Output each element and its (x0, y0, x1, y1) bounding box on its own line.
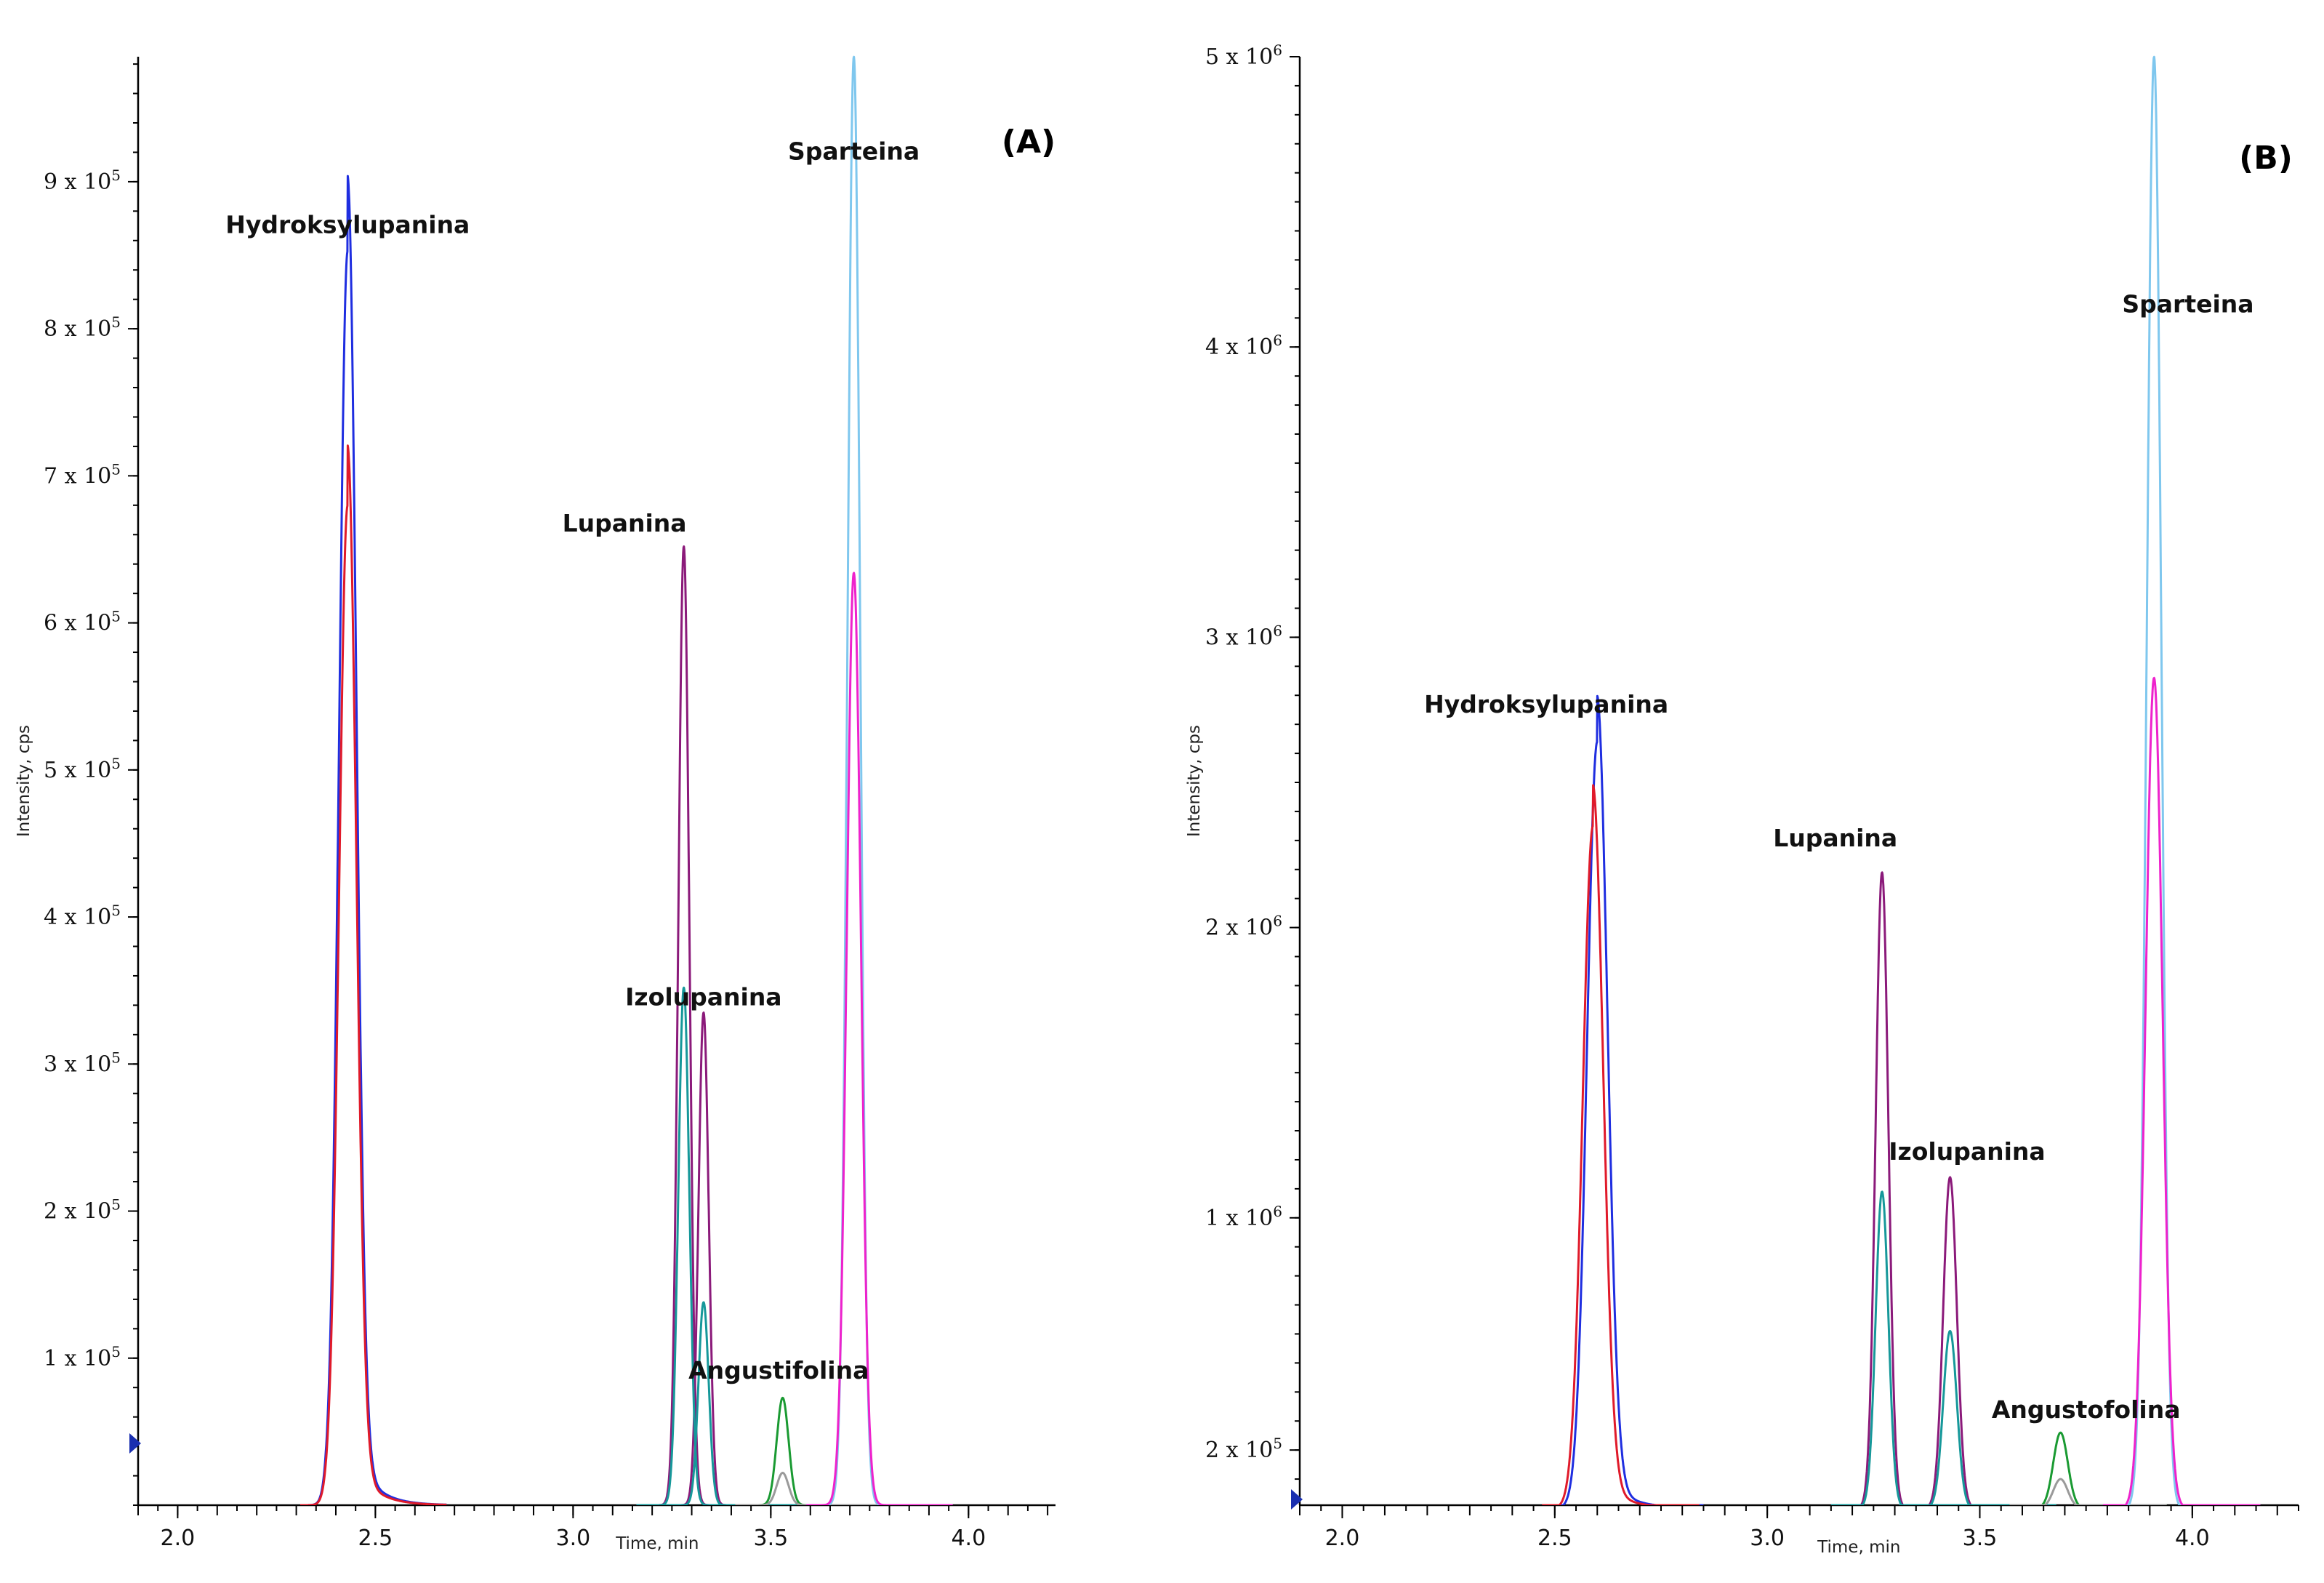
panel-a-x-tick-label: 4.0 (951, 1526, 986, 1551)
panel-b-label-hydroksylupanina: Hydroksylupanina (1424, 690, 1668, 718)
panel-a-trace-hydroksylupanina-blue (299, 175, 448, 1505)
panel-b-label-sparteina: Sparteina (2122, 289, 2253, 318)
panel-b-traces (1541, 55, 2261, 1505)
panel-a-y-tick-label: 5 x 105 (44, 755, 121, 783)
panel-a-trace-angustifolina-green (734, 1396, 882, 1505)
panel-b-y-tick-label: 2 x 106 (1205, 913, 1282, 941)
panel-b-x-tick-label: 4.0 (2175, 1526, 2210, 1551)
panel-a-chart: 2.0 2.5 3.0 3.5 4.0 1 x 105 2 x 105 3 x 105 4 x … (15, 55, 1056, 1553)
panel-a-trace-sparteina-light-blue (805, 55, 954, 1505)
panel-a-label-angustifolina: Angustifolina (688, 1356, 869, 1384)
panel-b-trace-angustofolina-green (2009, 1431, 2168, 1505)
panel-a-y-tick-label: 7 x 105 (44, 460, 121, 489)
panel-b-y-axis-title: Intensity, cps (1185, 725, 1204, 837)
panel-b-chart: 2.0 2.5 3.0 3.5 4.0 2 x 105 1 x 106 2 x 106 3 x … (1185, 41, 2299, 1557)
panel-a-trace-hydroksylupanina-red (299, 444, 448, 1505)
panel-a-y-tick-label: 2 x 105 (44, 1196, 121, 1225)
panel-b-baseline-marker (1291, 1489, 1303, 1510)
panel-a-y-axis-title: Intensity, cps (15, 725, 33, 837)
panel-a-trace-angustifolina-gray (734, 1472, 882, 1505)
panel-b-trace-sparteina-light-blue (2102, 55, 2261, 1505)
panel-a-traces (299, 55, 954, 1505)
panel-a-y-tick-label: 6 x 105 (44, 608, 121, 636)
panel-a-y-tick-label: 4 x 105 (44, 902, 121, 930)
panel-b-x-tick-label: 3.0 (1750, 1526, 1785, 1551)
panel-a-trace-sparteina-magenta (805, 572, 954, 1505)
panel-b-trace-lupanina (1830, 871, 1990, 1505)
panel-a-y-tick-label: 9 x 105 (44, 167, 121, 195)
panel-b-y-tick-label: 3 x 106 (1205, 622, 1282, 650)
panel-b-trace-hydroksylupanina-blue (1545, 694, 1705, 1505)
panel-b-y-tick-label: 4 x 106 (1205, 332, 1282, 360)
panel-a-label-lupanina: Lupanina (563, 509, 687, 537)
panel-b-trace-hydroksylupanina-red (1541, 784, 1700, 1505)
panel-b-x-tick-label: 2.5 (1537, 1526, 1572, 1551)
panel-a-x-axis-title: Time, min (615, 1534, 699, 1553)
panel-a-label-hydroksylupanina: Hydroksylupanina (225, 211, 470, 239)
panel-b-x-tick-label: 2.0 (1325, 1526, 1360, 1551)
panel-b-trace-sparteina-magenta (2102, 676, 2261, 1505)
panel-a-y-tick-label: 3 x 105 (44, 1049, 121, 1077)
panel-b-trace-lupanina-teal (1830, 1190, 1990, 1505)
panel-b-label-angustofolina: Angustofolina (1992, 1395, 2181, 1424)
panel-a-y-tick-label: 8 x 105 (44, 313, 121, 342)
panel-b-y-tick-label: 1 x 106 (1205, 1203, 1282, 1231)
panel-a-baseline-marker (129, 1433, 141, 1454)
panel-b-label-izolupanina: Izolupanina (1889, 1137, 2045, 1166)
panel-a-x-tick-label: 3.0 (556, 1526, 591, 1551)
panel-a-x-tick-label: 2.5 (358, 1526, 393, 1551)
panel-b-x-tick-label: 3.5 (1963, 1526, 1998, 1551)
panel-a-label-sparteina: Sparteina (788, 137, 920, 166)
panel-a-x-tick-label: 3.5 (753, 1526, 788, 1551)
panel-a-y-tick-label: 1 x 105 (44, 1343, 121, 1371)
panel-b-y-tick-label: 2 x 105 (1205, 1435, 1282, 1463)
panel-a-label-izolupanina: Izolupanina (625, 982, 781, 1011)
panel-b-trace-izolupanina-purple (1898, 1176, 2057, 1505)
panel-b-y-tick-label: 5 x 106 (1205, 41, 1282, 70)
panel-b-x-axis-title: Time, min (1817, 1538, 1900, 1557)
panel-b-trace-angustofolina-gray (2009, 1478, 2168, 1505)
panel-b-panel-label: (B) (2239, 140, 2293, 177)
panel-a-panel-label: (A) (1002, 124, 1056, 161)
panel-b-label-lupanina: Lupanina (1773, 824, 1897, 852)
panel-a-x-tick-label: 2.0 (161, 1526, 196, 1551)
